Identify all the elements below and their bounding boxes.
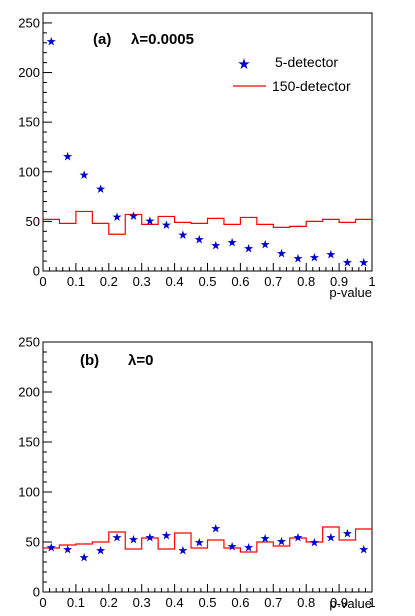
x-tick-label: 0.3 xyxy=(133,274,151,289)
data-point-star: ★ xyxy=(161,529,172,543)
data-point-star: ★ xyxy=(227,540,238,554)
x-tick-label: 0.2 xyxy=(100,595,118,610)
panel-a: 0 0.1 0.2 0.3 0.4 0.5 0.6 0.7 0.8 0.9 1 0 50 100 150 20… xyxy=(18,12,376,300)
data-point-star: ★ xyxy=(325,531,336,545)
data-point-star: ★ xyxy=(194,536,205,550)
y-tick-label: 0 xyxy=(33,264,40,279)
data-point-star: ★ xyxy=(112,531,123,545)
panel-b-stars: ★ ★ ★ ★ ★ ★ ★ ★ ★ ★ ★ ★ ★ ★ ★ ★ ★ ★ ★ ★ xyxy=(46,522,369,565)
panel-b-parameter: λ=0 xyxy=(128,352,153,369)
panel-a-xlabel: p-value xyxy=(329,285,372,300)
panel-b-xlabel: p-value xyxy=(329,596,372,611)
x-tick-label: 0.5 xyxy=(198,595,216,610)
panel-b-label: (b) xyxy=(80,352,99,369)
y-tick-label: 50 xyxy=(26,535,40,550)
data-point-star: ★ xyxy=(309,536,320,550)
data-point-star: ★ xyxy=(95,544,106,558)
data-point-star: ★ xyxy=(62,149,73,163)
y-tick-label: 100 xyxy=(18,164,40,179)
panel-a-label: (a) xyxy=(93,31,111,48)
x-tick-label: 1 xyxy=(368,274,375,289)
x-tick-label: 0.4 xyxy=(166,274,184,289)
data-point-star: ★ xyxy=(293,531,304,545)
legend: ★ 5-detector 150-detector xyxy=(233,54,351,94)
legend-5-detector: 5-detector xyxy=(275,54,338,70)
y-tick-label: 150 xyxy=(18,435,40,450)
data-point-star: ★ xyxy=(276,535,287,549)
data-point-star: ★ xyxy=(293,252,304,266)
data-point-star: ★ xyxy=(210,239,221,253)
data-point-star: ★ xyxy=(342,527,353,541)
panel-a-frame xyxy=(42,12,373,272)
x-tick-label: 0.9 xyxy=(330,595,348,610)
data-point-star: ★ xyxy=(260,532,271,546)
y-tick-label: 50 xyxy=(26,214,40,229)
data-point-star: ★ xyxy=(62,543,73,557)
histogram-150-detector xyxy=(43,526,372,553)
data-point-star: ★ xyxy=(145,214,156,228)
x-tick-label: 0.8 xyxy=(297,274,315,289)
data-point-star: ★ xyxy=(260,238,271,252)
legend-star-icon: ★ xyxy=(237,56,250,73)
x-tick-label: 0.1 xyxy=(67,274,85,289)
panel-b-frame xyxy=(42,341,373,593)
y-tick-label: 200 xyxy=(18,385,40,400)
data-point-star: ★ xyxy=(325,248,336,262)
data-point-star: ★ xyxy=(145,531,156,545)
data-point-star: ★ xyxy=(161,218,172,232)
data-point-star: ★ xyxy=(227,236,238,250)
x-tick-label: 0.1 xyxy=(67,595,85,610)
panel-a-histogram xyxy=(43,210,372,235)
data-point-star: ★ xyxy=(128,533,139,547)
x-tick-label: 0.8 xyxy=(297,595,315,610)
data-point-star: ★ xyxy=(243,242,254,256)
panel-a-stars: ★ ★ ★ ★ ★ ★ ★ ★ ★ ★ ★ ★ ★ ★ ★ ★ ★ ★ ★ ★ xyxy=(46,34,369,269)
data-point-star: ★ xyxy=(177,228,188,242)
data-point-star: ★ xyxy=(309,251,320,265)
panel-b-histogram xyxy=(43,526,372,553)
x-tick-label: 0.2 xyxy=(100,274,118,289)
panel-a-parameter: λ=0.0005 xyxy=(131,31,194,48)
data-point-star: ★ xyxy=(276,247,287,261)
legend-150-detector: 150-detector xyxy=(272,78,351,94)
y-tick-label: 250 xyxy=(18,15,40,30)
y-tick-label: 250 xyxy=(18,335,40,350)
data-point-star: ★ xyxy=(128,209,139,223)
x-tick-label: 0.6 xyxy=(231,595,249,610)
x-tick-label: 0.4 xyxy=(166,595,184,610)
data-point-star: ★ xyxy=(358,543,369,557)
y-tick-label: 100 xyxy=(18,485,40,500)
x-tick-label: 0.7 xyxy=(264,595,282,610)
data-point-star: ★ xyxy=(358,256,369,270)
panel-b-axes: 0 0.1 0.2 0.3 0.4 0.5 0.6 0.7 0.8 0.9 1 0 50 100 150 20… xyxy=(18,335,375,611)
y-tick-label: 0 xyxy=(33,585,40,600)
data-point-star: ★ xyxy=(46,34,57,48)
data-point-star: ★ xyxy=(112,210,123,224)
y-tick-label: 200 xyxy=(18,65,40,80)
data-point-star: ★ xyxy=(95,182,106,196)
x-tick-label: 0.7 xyxy=(264,274,282,289)
data-point-star: ★ xyxy=(342,256,353,270)
x-tick-label: 0.3 xyxy=(133,595,151,610)
data-point-star: ★ xyxy=(177,544,188,558)
x-tick-label: 1 xyxy=(368,595,375,610)
data-point-star: ★ xyxy=(46,541,57,555)
data-point-star: ★ xyxy=(194,233,205,247)
x-tick-label: 0.5 xyxy=(198,274,216,289)
data-point-star: ★ xyxy=(79,551,90,565)
data-point-star: ★ xyxy=(79,168,90,182)
data-point-star: ★ xyxy=(210,522,221,536)
x-tick-label: 0.9 xyxy=(330,274,348,289)
panel-b: 0 0.1 0.2 0.3 0.4 0.5 0.6 0.7 0.8 0.9 1 0 50 100 150 20… xyxy=(18,335,375,612)
histogram-150-detector xyxy=(43,210,372,235)
x-tick-label: 0.6 xyxy=(231,274,249,289)
x-tick-label: 0 xyxy=(39,274,46,289)
data-point-star: ★ xyxy=(243,541,254,555)
x-tick-label: 0 xyxy=(39,595,46,610)
y-tick-label: 150 xyxy=(18,115,40,130)
panel-a-axes: 0 0.1 0.2 0.3 0.4 0.5 0.6 0.7 0.8 0.9 1 0 50 100 150 20… xyxy=(18,12,376,289)
